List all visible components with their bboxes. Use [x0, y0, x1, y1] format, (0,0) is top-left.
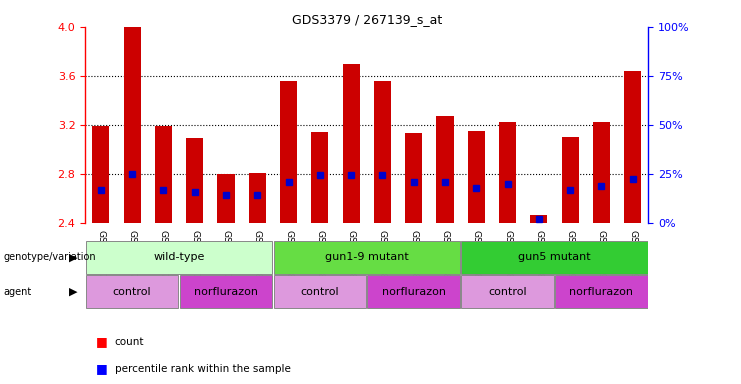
Bar [86, 275, 179, 308]
Text: ▶: ▶ [70, 287, 78, 297]
Bar [92, 126, 110, 223]
Bar [180, 275, 272, 308]
Text: percentile rank within the sample: percentile rank within the sample [115, 364, 290, 374]
Bar [249, 172, 266, 223]
Text: norflurazon: norflurazon [194, 287, 258, 297]
Bar [368, 275, 460, 308]
Bar [273, 241, 460, 274]
Bar [405, 133, 422, 223]
Text: gun5 mutant: gun5 mutant [518, 252, 591, 262]
Text: ■: ■ [96, 362, 108, 375]
Text: agent: agent [4, 287, 32, 297]
Bar [555, 275, 648, 308]
Bar [531, 215, 548, 223]
Bar [342, 64, 359, 223]
Text: wild-type: wild-type [153, 252, 205, 262]
Bar [186, 138, 203, 223]
Text: genotype/variation: genotype/variation [4, 252, 96, 262]
Bar [86, 241, 272, 274]
Text: control: control [301, 287, 339, 297]
Text: control: control [488, 287, 527, 297]
Bar [124, 27, 141, 223]
Bar [280, 81, 297, 223]
Bar [436, 116, 453, 223]
Text: ■: ■ [96, 335, 108, 348]
Text: norflurazon: norflurazon [569, 287, 634, 297]
Bar [155, 126, 172, 223]
Bar [562, 137, 579, 223]
Bar [217, 174, 235, 223]
Bar [273, 275, 366, 308]
Text: gun1-9 mutant: gun1-9 mutant [325, 252, 409, 262]
Text: ▶: ▶ [70, 252, 78, 262]
Bar [468, 131, 485, 223]
Text: norflurazon: norflurazon [382, 287, 446, 297]
Bar [311, 132, 328, 223]
Text: control: control [113, 287, 151, 297]
Text: count: count [115, 337, 144, 347]
Bar [593, 122, 610, 223]
Bar [462, 241, 648, 274]
Bar [499, 122, 516, 223]
Bar [373, 81, 391, 223]
Bar [462, 275, 554, 308]
Title: GDS3379 / 267139_s_at: GDS3379 / 267139_s_at [292, 13, 442, 26]
Bar [624, 71, 641, 223]
